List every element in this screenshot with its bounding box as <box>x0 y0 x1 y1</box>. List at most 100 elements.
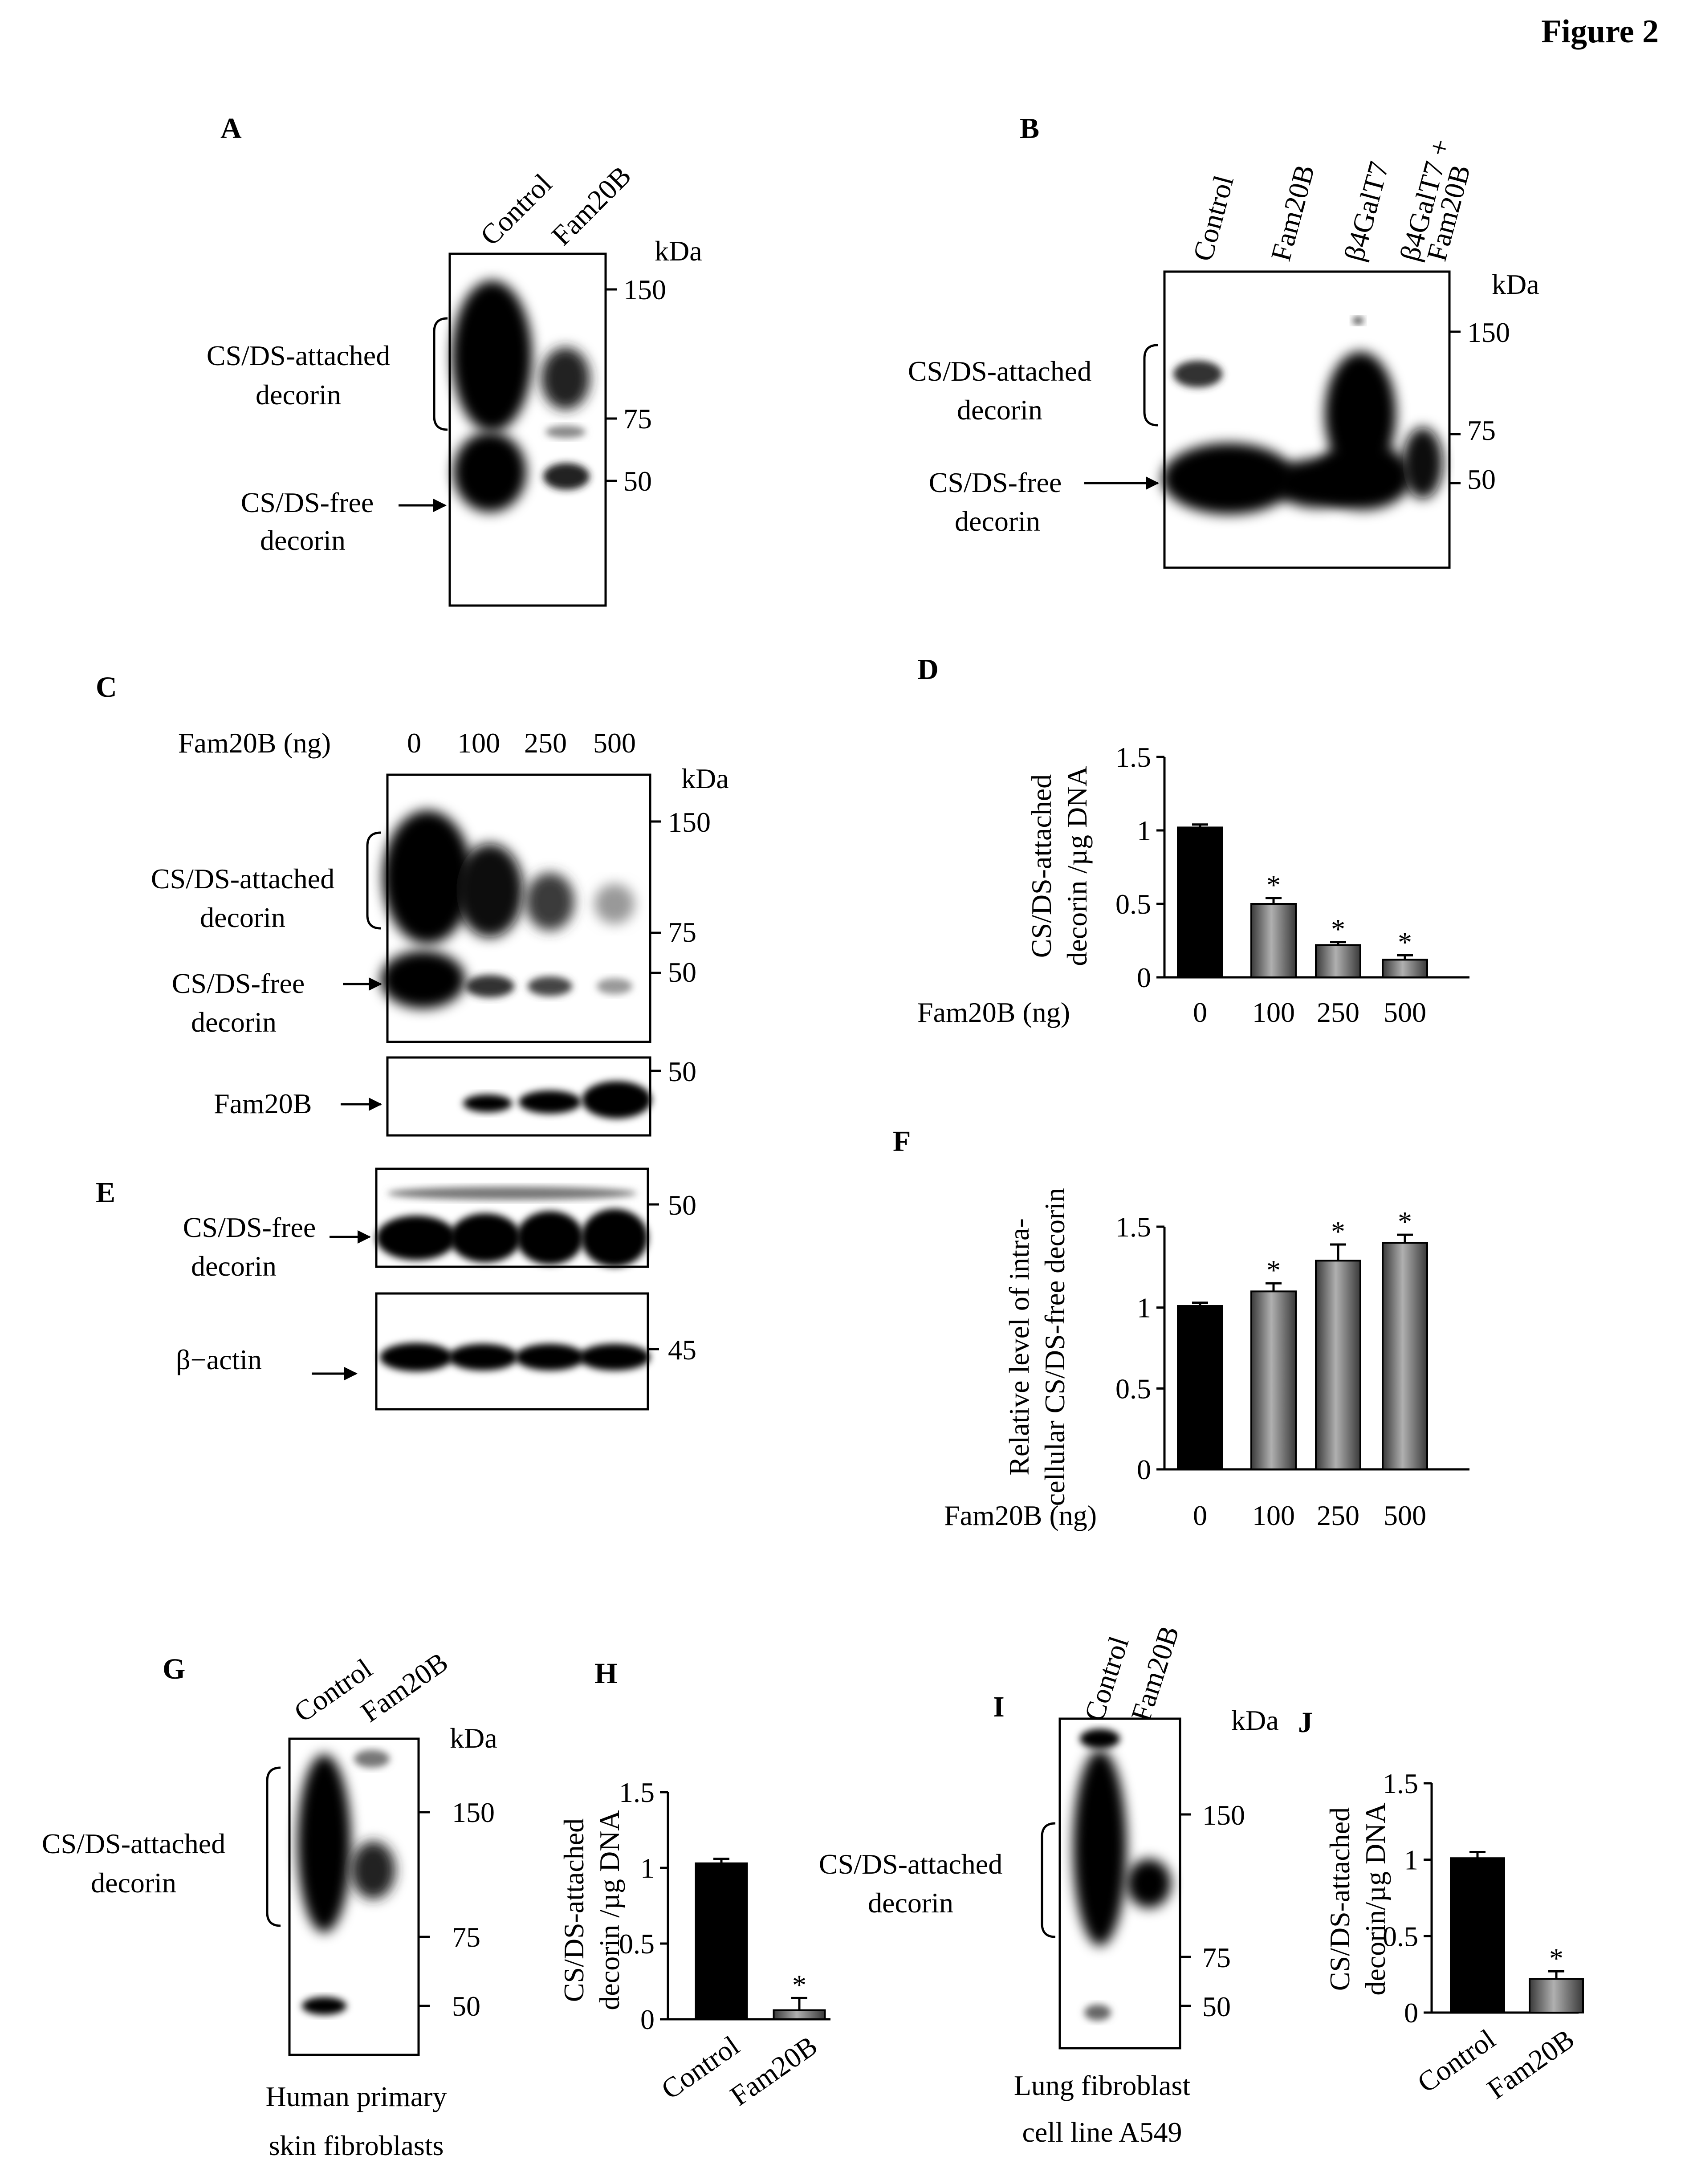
attached-label-line2: decorin <box>91 1867 176 1899</box>
kda-label: kDa <box>655 235 702 267</box>
y-axis-label: decorin /µg DNA <box>1061 766 1093 966</box>
x-tick-label: Fam20B <box>724 2029 823 2112</box>
y-tick-label: 0 <box>640 2004 655 2035</box>
y-tick-label: 1 <box>1137 815 1151 846</box>
x-tick-label: 250 <box>1317 996 1359 1028</box>
fam20b-ng-label: Fam20B (ng) <box>178 727 331 759</box>
lane-label-fam20b: Fam20B <box>355 1646 453 1728</box>
y-tick-label: 1 <box>640 1852 655 1884</box>
bar <box>773 2009 826 2021</box>
kda-label: kDa <box>1231 1704 1279 1736</box>
free-label-line2: decorin <box>191 1006 277 1038</box>
panel-g: G Control Fam20B kDa 150 75 50 CS/DS-att… <box>42 1646 497 2161</box>
significance-star: * <box>1331 913 1345 945</box>
panel-label-d: D <box>917 653 939 686</box>
caption-line2: cell line A549 <box>1022 2116 1182 2148</box>
lane-label-control: Control <box>288 1652 378 1728</box>
significance-star: * <box>1398 927 1412 958</box>
panel-label-f: F <box>893 1125 911 1158</box>
blot-e-decorin <box>375 1167 649 1268</box>
chart-d: 0 0.5 1 1.5 0 * 100 * 250 * 500 Fam20B (ng) CS/DS-at… <box>917 741 1469 1028</box>
attached-label-line2: decorin <box>957 394 1042 426</box>
significance-star: * <box>1398 1206 1412 1237</box>
attached-label-line1: CS/DS-attached <box>207 340 390 371</box>
marker-50: 50 <box>1467 464 1496 495</box>
bar <box>1250 1290 1297 1470</box>
x-axis-label: Fam20B (ng) <box>917 996 1070 1028</box>
y-axis-label: decorin/µg DNA <box>1359 1802 1391 1995</box>
marker-75: 75 <box>1202 1942 1231 1973</box>
figure-title: Figure 2 <box>1541 13 1659 50</box>
panel-label-b: B <box>1020 112 1039 145</box>
panel-label-a: A <box>220 112 242 145</box>
blot-c-fam20b <box>386 1056 651 1137</box>
bar <box>695 1862 748 2020</box>
significance-star: * <box>1266 1254 1281 1286</box>
actin-label: β−actin <box>176 1344 262 1375</box>
panel-label-g: G <box>163 1653 185 1685</box>
bar <box>1177 1305 1223 1471</box>
y-tick-label: 1.5 <box>1115 1211 1151 1243</box>
kda-label: kDa <box>1492 268 1539 300</box>
x-tick-label: 0 <box>1193 996 1207 1028</box>
dose-250: 250 <box>524 727 567 759</box>
attached-label-line1: CS/DS-attached <box>42 1828 225 1859</box>
attached-label-line2: decorin <box>868 1887 953 1919</box>
panel-c: C Fam20B (ng) 0 100 250 500 kDa 150 75 5… <box>96 671 729 1137</box>
free-label-line2: decorin <box>260 525 346 556</box>
attached-label-line1: CS/DS-attached <box>819 1848 1002 1880</box>
dose-500: 500 <box>593 727 636 759</box>
blot-a <box>448 252 607 607</box>
dose-100: 100 <box>457 727 500 759</box>
bar <box>1529 1978 1584 2014</box>
x-tick-label: 500 <box>1384 1500 1426 1531</box>
marker-50: 50 <box>452 1990 480 2022</box>
actin-marker-45: 45 <box>668 1334 696 1366</box>
panel-label-h: H <box>594 1657 617 1690</box>
y-tick-label: 1.5 <box>1115 741 1151 773</box>
marker-75: 75 <box>1467 415 1496 446</box>
panel-a: A Control Fam20B kDa 150 75 50 CS/DS-att… <box>207 112 702 607</box>
bar <box>1315 944 1361 978</box>
y-tick-label: 0.5 <box>1115 1373 1151 1404</box>
y-tick-label: 0 <box>1137 962 1151 993</box>
attached-label-line2: decorin <box>200 902 285 933</box>
chart-f: 0 0.5 1 1.5 0 * 100 * 250 * 500 Fam20B (ng) Relative… <box>944 1188 1469 1531</box>
y-tick-label: 1.5 <box>1383 1768 1418 1799</box>
marker-50: 50 <box>623 465 652 497</box>
significance-star: * <box>1549 1942 1563 1974</box>
panel-label-e: E <box>96 1176 115 1209</box>
panel-e: E 50 CS/DS-free decorin 45 β−actin <box>96 1167 696 1411</box>
panel-label-i: I <box>993 1691 1005 1723</box>
bar <box>1315 1260 1361 1471</box>
blot-e-actin <box>375 1292 650 1411</box>
panel-label-j: J <box>1298 1706 1313 1739</box>
bar <box>1382 1242 1428 1470</box>
x-tick-label: 0 <box>1193 1500 1207 1531</box>
free-label-line2: decorin <box>191 1250 277 1282</box>
y-axis-label: decorin /µg DNA <box>594 1810 625 2010</box>
kda-label: kDa <box>681 763 729 794</box>
bar <box>1177 826 1223 979</box>
blot-b <box>1162 270 1451 569</box>
panel-b: B Control Fam20B β4GalT7 β4GalT7 + Fam20… <box>908 112 1539 569</box>
dose-0: 0 <box>407 727 421 759</box>
marker-50: 50 <box>1202 1991 1231 2022</box>
kda-label: kDa <box>450 1722 497 1754</box>
significance-star: * <box>1266 869 1281 901</box>
attached-label-line2: decorin <box>256 379 341 411</box>
x-tick-label: 100 <box>1252 1500 1295 1531</box>
y-axis-label: CS/DS-attached <box>1324 1807 1355 1991</box>
lane-label-control: Control <box>474 167 558 251</box>
x-axis-label: Fam20B (ng) <box>944 1500 1097 1531</box>
lane-label-fam20b: Fam20B <box>1125 1622 1185 1725</box>
lane-label-control: Control <box>1187 172 1240 264</box>
bar <box>1382 959 1428 978</box>
marker-75: 75 <box>668 916 696 948</box>
free-label-line1: CS/DS-free <box>172 968 305 999</box>
lane-label-b4galt7: β4GalT7 <box>1338 158 1395 264</box>
marker-75: 75 <box>623 403 652 435</box>
y-tick-label: 0.5 <box>619 1928 655 1960</box>
